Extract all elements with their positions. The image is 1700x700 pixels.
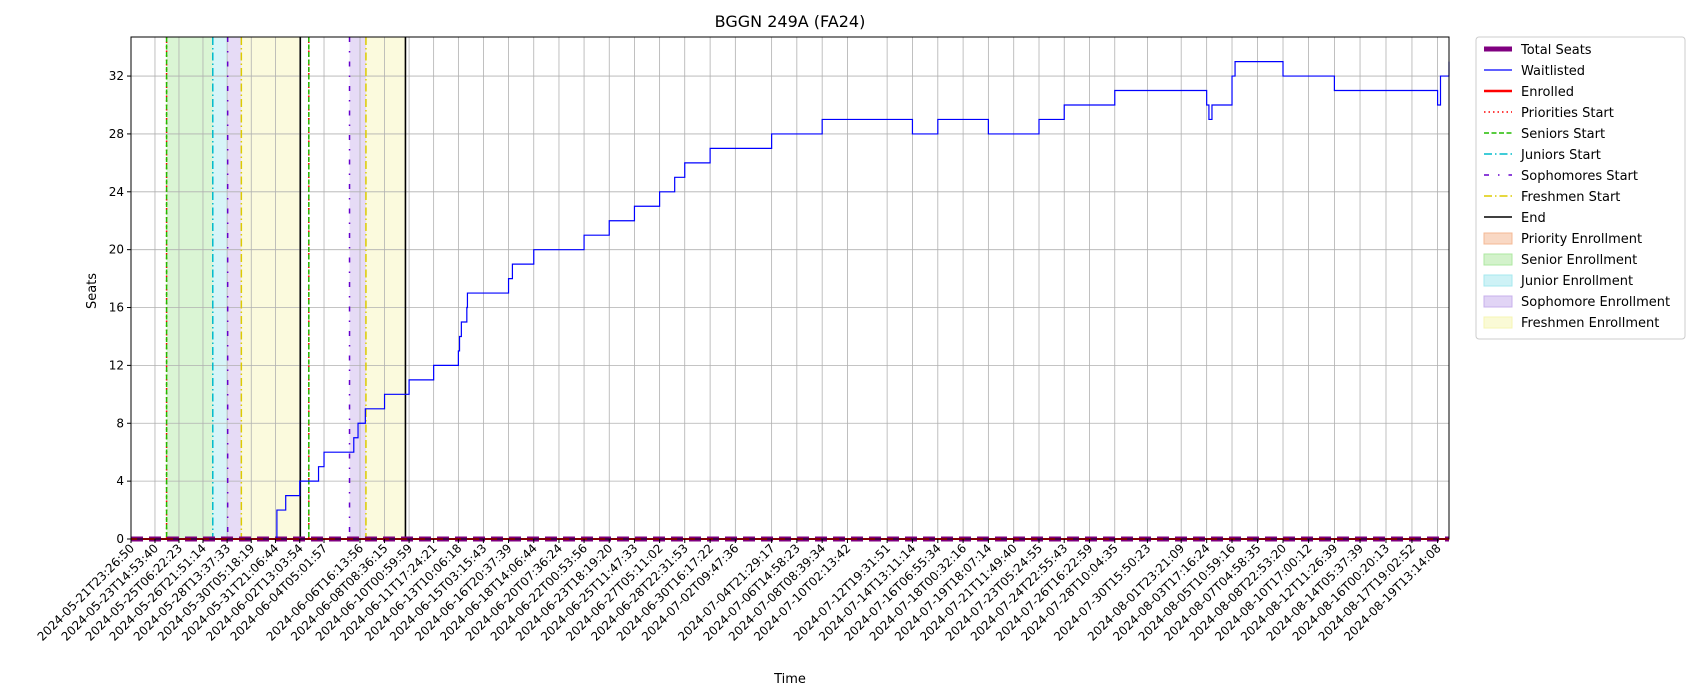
y-tick-label: 8 [116,416,124,430]
span-junior-enrollment [212,37,228,539]
y-axis-title: Seats [85,273,100,309]
legend-label-sophomores-start: Sophomores Start [1521,169,1638,184]
x-axis-title: Time [773,672,806,687]
legend-label-senior-enrollment: Senior Enrollment [1521,253,1637,268]
span-freshmen-enrollment [241,37,301,539]
series-waitlisted [275,60,1450,540]
legend-swatch-freshmen-enrollment [1483,316,1513,329]
legend-label-sophomore-enrollment: Sophomore Enrollment [1521,295,1670,310]
legend-swatch-priority-enrollment [1483,232,1513,245]
y-tick-label: 0 [116,532,124,546]
legend-swatch-junior-enrollment [1483,274,1513,287]
chart-title: BGGN 249A (FA24) [715,12,866,31]
legend-label-priorities-start: Priorities Start [1521,106,1614,121]
legend-label-freshmen-enrollment: Freshmen Enrollment [1521,316,1659,331]
y-tick-label: 28 [109,127,124,141]
legend-label-junior-enrollment: Junior Enrollment [1520,274,1633,289]
span-senior-enrollment [166,37,213,539]
y-tick-label: 16 [109,301,124,315]
y-tick-label: 20 [109,243,124,257]
plot-area: 0481216202428322024-05-21T23:26:502024-0… [35,36,1450,644]
legend-label-priority-enrollment: Priority Enrollment [1521,232,1642,247]
span-sophomore-enrollment [349,37,366,539]
legend-label-seniors-start: Seniors Start [1521,127,1605,142]
plot-background [131,37,1449,539]
legend-label-enrolled: Enrolled [1521,85,1574,100]
legend-label-freshmen-start: Freshmen Start [1521,190,1620,205]
legend-swatch-sophomore-enrollment [1483,295,1513,308]
span-freshmen-enrollment [365,37,406,539]
legend-label-waitlisted: Waitlisted [1521,64,1585,79]
legend-label-end: End [1521,211,1546,226]
y-tick-label: 12 [109,358,124,372]
legend-label-total-seats: Total Seats [1520,43,1592,58]
y-tick-label: 24 [109,185,124,199]
y-tick-label: 4 [116,474,124,488]
legend-swatch-senior-enrollment [1483,253,1513,266]
legend-box [1475,36,1686,340]
y-tick-label: 32 [109,69,124,83]
legend: Total Seats Waitlisted Enrolled Priorities … [1475,36,1686,340]
legend-label-juniors-start: Juniors Start [1520,148,1601,163]
plot-frame [130,36,1450,540]
span-sophomore-enrollment [227,37,242,539]
